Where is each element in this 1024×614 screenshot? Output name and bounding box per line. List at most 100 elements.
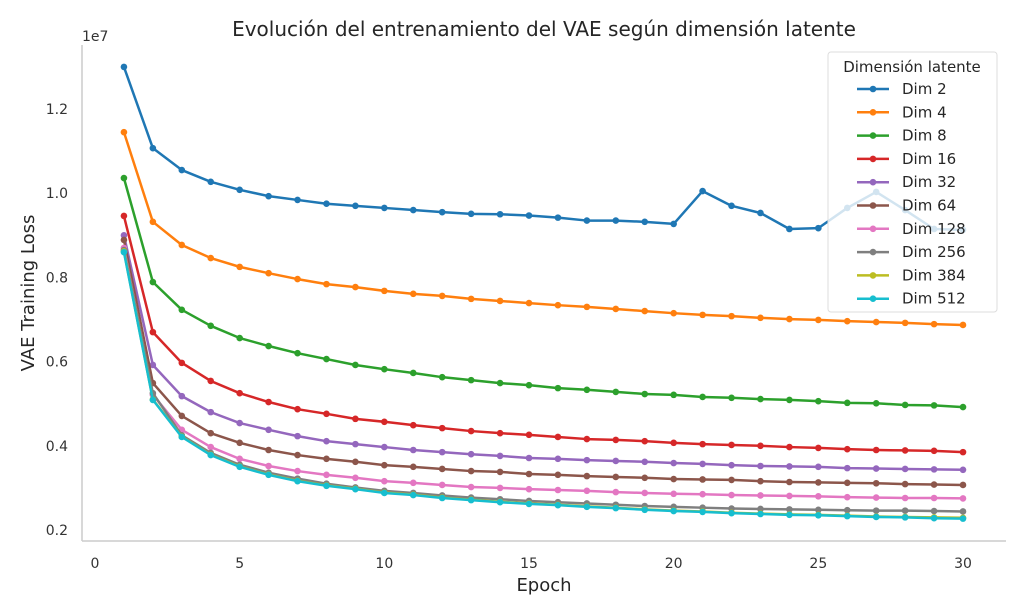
x-axis-label: Epoch [516, 575, 571, 596]
legend-marker [869, 85, 877, 93]
data-point [699, 311, 706, 319]
data-point [323, 482, 330, 490]
data-point [265, 462, 272, 470]
data-point [236, 463, 243, 471]
data-point [786, 492, 793, 500]
data-point [930, 402, 938, 409]
data-point [815, 511, 822, 519]
data-point [843, 512, 851, 520]
series-dim-16 [120, 212, 967, 456]
y-tick-label: 0.4 [46, 439, 68, 455]
data-point [699, 440, 706, 448]
data-point [757, 492, 764, 499]
data-point [872, 446, 880, 454]
data-point [381, 365, 388, 373]
data-point [496, 379, 504, 387]
data-point [381, 489, 388, 497]
data-point [207, 254, 215, 262]
data-point [381, 443, 388, 451]
data-point [728, 491, 735, 499]
y-tick-label: 1.2 [46, 102, 68, 118]
data-point [786, 478, 793, 486]
legend-label: Dim 32 [902, 173, 956, 191]
data-point [467, 210, 475, 218]
series-dim-8 [120, 174, 967, 411]
data-point [728, 202, 735, 210]
series-line [122, 249, 964, 513]
data-point [294, 405, 301, 413]
x-tick-label: 30 [954, 556, 972, 572]
data-point [409, 290, 417, 298]
data-point [901, 494, 909, 502]
y-axis-label: VAE Training Loss [18, 215, 39, 372]
data-point [670, 475, 677, 483]
data-point [496, 484, 504, 492]
data-point [207, 429, 215, 437]
data-point [409, 491, 417, 499]
data-point [843, 479, 851, 487]
data-point [352, 485, 359, 493]
data-point [786, 315, 793, 323]
legend-marker [869, 272, 877, 279]
legend-item: Dim 384 [857, 266, 966, 284]
data-point [409, 479, 417, 487]
legend-label: Dim 16 [902, 150, 956, 168]
data-point [843, 506, 851, 514]
data-point [757, 505, 764, 513]
data-point [438, 424, 446, 432]
data-point [612, 457, 620, 465]
data-point [467, 496, 475, 504]
series-line [122, 177, 964, 409]
x-tick-label: 20 [665, 556, 683, 572]
x-tick-label: 10 [375, 556, 393, 572]
data-point [294, 451, 301, 459]
data-point [178, 241, 186, 249]
data-point [323, 355, 330, 363]
data-point [583, 456, 591, 464]
data-point [438, 292, 446, 300]
data-point [583, 503, 591, 511]
legend-item: Dim 4 [857, 103, 947, 121]
data-point [670, 507, 677, 515]
data-point [438, 481, 446, 489]
data-point [381, 477, 388, 485]
data-point [525, 212, 533, 219]
data-point [815, 479, 822, 486]
data-point [525, 485, 533, 493]
data-point [120, 236, 128, 244]
data-point [294, 477, 301, 485]
data-point [757, 477, 764, 485]
data-point [843, 317, 851, 325]
data-point [843, 399, 851, 407]
data-point [467, 483, 475, 491]
data-point [670, 439, 677, 447]
data-point [352, 415, 359, 423]
legend-marker [869, 155, 877, 163]
data-point [641, 474, 649, 482]
legend-marker [869, 248, 877, 256]
data-point [815, 463, 822, 471]
series-line [122, 215, 964, 454]
data-point [583, 386, 591, 394]
data-point [294, 275, 301, 283]
data-point [757, 510, 764, 518]
series-dim-2 [120, 63, 967, 234]
data-point [409, 446, 417, 454]
data-point [641, 390, 649, 398]
data-point [149, 218, 157, 226]
data-point [323, 280, 330, 288]
data-point [757, 314, 764, 322]
data-point [728, 461, 735, 469]
data-point [265, 471, 272, 479]
data-point [352, 440, 359, 448]
legend-item: Dim 512 [857, 290, 966, 308]
data-point [699, 460, 706, 468]
series-line [122, 239, 964, 487]
data-point [872, 465, 880, 472]
data-point [149, 144, 157, 152]
data-point [207, 443, 215, 451]
legend-item: Dim 128 [857, 220, 966, 238]
data-point [149, 278, 157, 286]
data-point [409, 421, 417, 429]
data-point [815, 444, 822, 452]
